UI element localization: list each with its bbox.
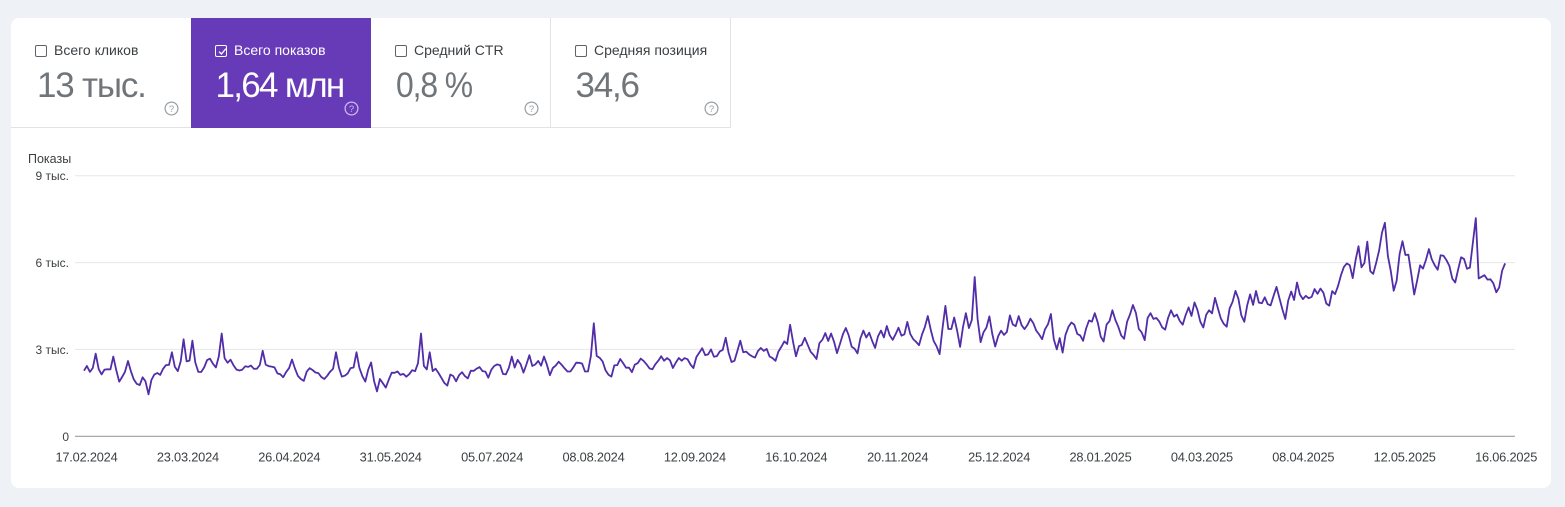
svg-text:?: ? [528, 104, 533, 115]
svg-text:04.03.2025: 04.03.2025 [1171, 450, 1233, 465]
svg-text:26.04.2024: 26.04.2024 [258, 450, 320, 465]
svg-text:?: ? [708, 104, 713, 115]
svg-text:23.03.2024: 23.03.2024 [157, 450, 219, 465]
svg-text:Показы: Показы [28, 152, 71, 166]
svg-text:28.01.2025: 28.01.2025 [1069, 450, 1131, 465]
svg-text:3 тыс.: 3 тыс. [36, 343, 69, 357]
svg-text:12.09.2024: 12.09.2024 [664, 450, 726, 465]
svg-text:6 тыс.: 6 тыс. [36, 256, 69, 270]
svg-text:31.05.2024: 31.05.2024 [360, 450, 422, 465]
svg-text:0: 0 [62, 430, 69, 444]
svg-text:16.10.2024: 16.10.2024 [765, 450, 827, 465]
svg-text:9 тыс.: 9 тыс. [36, 169, 69, 183]
svg-text:12.05.2025: 12.05.2025 [1374, 450, 1436, 465]
svg-text:20.11.2024: 20.11.2024 [867, 450, 928, 465]
svg-text:?: ? [168, 104, 173, 115]
svg-text:?: ? [348, 104, 353, 115]
svg-text:08.08.2024: 08.08.2024 [562, 450, 624, 465]
svg-text:08.04.2025: 08.04.2025 [1272, 450, 1334, 465]
svg-text:25.12.2024: 25.12.2024 [968, 450, 1030, 465]
svg-text:05.07.2024: 05.07.2024 [461, 450, 523, 465]
svg-text:17.02.2024: 17.02.2024 [55, 450, 117, 465]
svg-text:16.06.2025: 16.06.2025 [1475, 450, 1537, 465]
